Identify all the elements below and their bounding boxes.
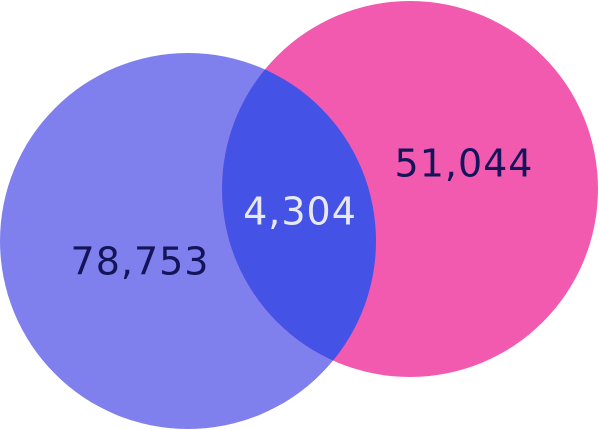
intersection-value: 4,304 (243, 190, 357, 234)
right-set-value: 51,044 (395, 142, 534, 186)
left-set-value: 78,753 (71, 240, 210, 284)
